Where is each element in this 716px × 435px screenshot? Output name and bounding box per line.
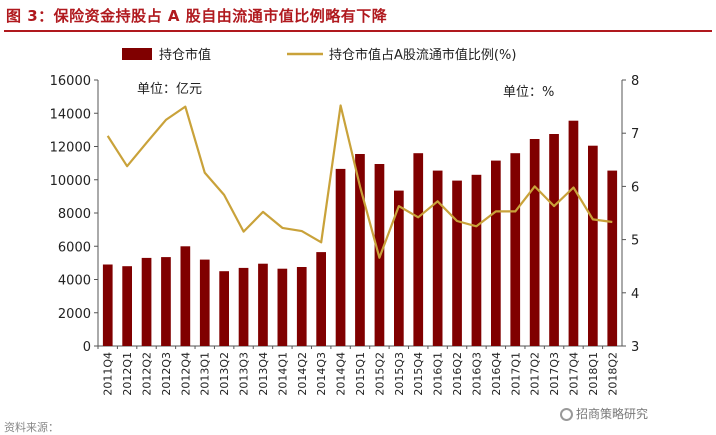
- title-divider: [4, 30, 712, 32]
- legend-label-line: 持仓市值占A股流通市值比例(%): [329, 47, 516, 63]
- bar: [394, 190, 404, 346]
- bar: [355, 154, 365, 346]
- x-tick-label: 2014Q2: [296, 352, 309, 396]
- y-left-tick-label: 0: [83, 340, 91, 355]
- figure-title: 图 3：保险资金持股占 A 股自由流通市值比例略有下降: [6, 7, 388, 25]
- legend: 持仓市值 持仓市值占A股流通市值比例(%): [122, 47, 516, 63]
- x-tick-label: 2015Q4: [412, 352, 425, 396]
- bar: [452, 180, 462, 346]
- x-tick-label: 2012Q2: [141, 352, 154, 396]
- x-tick-label: 2015Q2: [373, 352, 386, 396]
- brand-logo-icon: [560, 408, 573, 421]
- x-tick-label: 2014Q3: [315, 352, 328, 396]
- bar: [568, 120, 579, 346]
- bar: [432, 170, 443, 346]
- bar: [491, 160, 501, 346]
- bar-series: [102, 120, 618, 347]
- bar: [161, 257, 171, 346]
- y-right-tick-label: 5: [631, 234, 639, 249]
- x-tick-label: 2017Q3: [548, 352, 561, 396]
- x-tick-label: 2018Q2: [606, 352, 619, 396]
- y-right-tick-label: 7: [631, 127, 639, 142]
- x-tick-label: 2014Q4: [335, 352, 348, 396]
- x-tick-label: 2016Q4: [490, 352, 503, 396]
- y-left-tick-label: 16000: [50, 74, 91, 89]
- bar: [258, 263, 268, 346]
- y-left-tick-label: 14000: [50, 107, 91, 122]
- x-tick-label: 2015Q1: [354, 352, 367, 396]
- left-unit-label: 单位：亿元: [137, 82, 202, 97]
- y-left-tick-label: 2000: [58, 307, 91, 322]
- bar: [607, 170, 618, 346]
- x-tick-label: 2015Q3: [393, 352, 406, 396]
- axes: 0 2000 4000 6000 8000 10000 12000 14000 16000 3 4 5…: [50, 74, 640, 396]
- y-left-tick-label: 12000: [50, 141, 91, 156]
- bar: [277, 268, 288, 346]
- bar: [510, 153, 521, 346]
- bar: [529, 139, 540, 346]
- x-tick-label: 2016Q2: [451, 352, 464, 396]
- x-tick-label: 2013Q4: [257, 352, 270, 396]
- source-note: 资料来源：: [4, 421, 59, 434]
- bar: [549, 134, 559, 346]
- bar: [102, 264, 113, 346]
- bar: [296, 267, 307, 346]
- y-right-tick-label: 8: [631, 74, 639, 89]
- bar: [335, 168, 346, 346]
- x-tick-label: 2011Q4: [102, 352, 115, 396]
- y-right-tick-label: 3: [631, 340, 639, 355]
- legend-swatch-bars: [122, 48, 152, 60]
- y-right-tick-label: 4: [631, 287, 639, 302]
- line-series: [106, 104, 613, 259]
- y-left-tick-label: 8000: [58, 207, 91, 222]
- bar: [238, 267, 249, 346]
- y-left-tick-label: 10000: [50, 174, 91, 189]
- x-tick-label: 2013Q1: [199, 352, 212, 396]
- x-tick-label: 2012Q1: [121, 352, 134, 396]
- x-tick-label: 2018Q1: [587, 352, 600, 396]
- bar: [219, 271, 229, 346]
- y-left-tick-label: 4000: [58, 274, 91, 289]
- x-tick-label: 2012Q3: [160, 352, 173, 396]
- bar: [141, 257, 152, 346]
- x-tick-label: 2016Q1: [432, 352, 445, 396]
- bar: [471, 174, 482, 346]
- right-unit-label: 单位：%: [503, 85, 554, 100]
- bar: [122, 266, 132, 346]
- brand-name: 招商策略研究: [576, 407, 649, 421]
- x-tick-label: 2013Q2: [218, 352, 231, 396]
- bar: [199, 259, 210, 346]
- bar: [413, 153, 424, 346]
- x-tick-label: 2014Q1: [276, 352, 289, 396]
- y-left-tick-label: 6000: [58, 240, 91, 255]
- x-tick-label: 2012Q4: [179, 352, 192, 396]
- x-tick-label: 2016Q3: [470, 352, 483, 396]
- ratio-line: [106, 104, 613, 259]
- brand-watermark: 招商策略研究: [560, 405, 648, 422]
- y-right-tick-label: 6: [631, 180, 639, 195]
- bar: [316, 252, 326, 346]
- legend-label-bars: 持仓市值: [159, 47, 211, 63]
- bar: [180, 246, 191, 347]
- x-tick-label: 2017Q4: [568, 352, 581, 396]
- bar: [588, 145, 598, 346]
- x-tick-label: 2017Q2: [529, 352, 542, 396]
- x-tick-label: 2013Q3: [238, 352, 251, 396]
- x-tick-label: 2017Q1: [509, 352, 522, 396]
